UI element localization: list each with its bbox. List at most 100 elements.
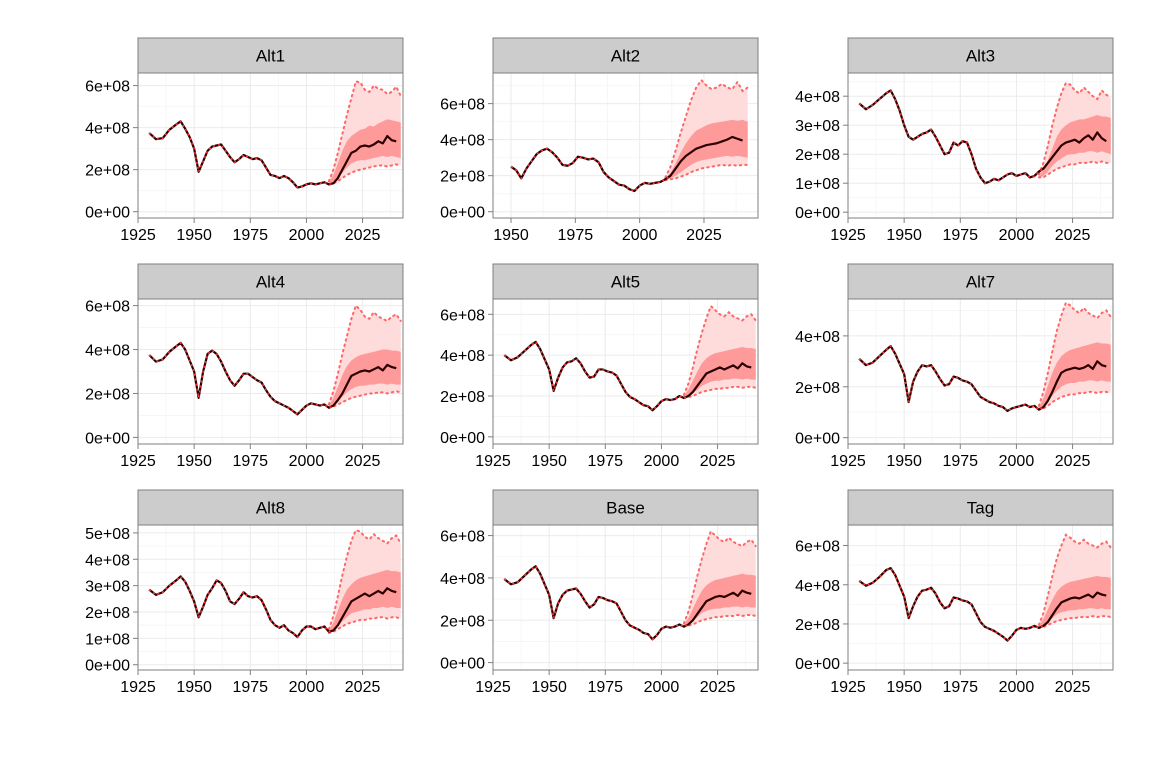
panel-alt8-x-tick-label: 2000: [289, 679, 325, 696]
panel-alt4-x-tick-label: 1925: [120, 453, 156, 470]
panel-base-band-inner: [683, 573, 756, 627]
panel-alt5-axes: 1925 1950 1975 2000 2025 0e+00 2e+08 4e+08 6e+08: [440, 307, 735, 470]
panel-tag-x-tick-label: 1925: [830, 679, 866, 696]
panel-alt7-y-tick-label: 4e+08: [795, 329, 840, 346]
panel-alt7-strip-label: Alt7: [966, 273, 995, 292]
panel-alt3-y-tick-label: 0e+00: [795, 205, 840, 222]
panel-tag-band-inner: [1038, 575, 1111, 628]
panel-alt4-y-tick-label: 6e+08: [85, 299, 130, 316]
panel-tag-x-tick-label: 2000: [999, 679, 1035, 696]
panel-alt4-band-inner: [328, 349, 401, 408]
panel-tag-upper-interval-line: [1037, 533, 1112, 626]
panel-alt5-median-line: [503, 340, 752, 412]
panel-alt1-x-tick-label: 2025: [345, 227, 381, 244]
panel-alt3-y-tick-label: 3e+08: [795, 118, 840, 135]
panel-alt2-axes: 1950 1975 2000 2025 0e+00 2e+08 4e+08 6e+08: [440, 97, 722, 244]
panel-alt3-y-tick-label: 1e+08: [795, 176, 840, 193]
panel-alt5-y-tick-label: 4e+08: [440, 348, 485, 365]
panel-alt7-x-tick-label: 1925: [830, 453, 866, 470]
panel-alt4-observed-line: [148, 341, 334, 416]
panel-alt4-y-tick-label: 2e+08: [85, 386, 130, 403]
panel-base-y-tick-label: 2e+08: [440, 613, 485, 630]
panel-alt5-x-tick-label: 1950: [531, 453, 567, 470]
panel-alt4-strip: [137, 263, 404, 300]
panel-tag-x-tick-label: 1950: [886, 679, 922, 696]
panel-base-y-tick-label: 4e+08: [440, 571, 485, 588]
panel-alt2-median-line: [510, 135, 743, 193]
panel-alt2: Alt2 1950 1975 2000 2025 0e+00 2e+08 4e+08 6e+08: [440, 37, 759, 244]
panel-base-upper-interval-line: [682, 529, 757, 625]
panel-tag-lower-interval-line: [1037, 615, 1112, 629]
panel-alt5-strip: [492, 263, 759, 300]
panel-alt5-y-tick-label: 0e+00: [440, 430, 485, 447]
panel-base-x-tick-label: 1975: [587, 679, 623, 696]
panel-alt5-band-inner: [683, 346, 756, 399]
panel-alt2-y-tick-label: 2e+08: [440, 169, 485, 186]
panel-alt2-lower-interval-line: [664, 163, 749, 182]
panel-alt3-axes: 1925 1950 1975 2000 2025 0e+00 1e+08 2e+08 3e+08…: [795, 89, 1090, 244]
panel-alt1-x-tick-label: 1975: [232, 227, 268, 244]
panel-alt1-band-inner: [328, 119, 401, 185]
panel-alt7-lower-interval-line: [1037, 390, 1112, 411]
panel-alt8-band-inner: [328, 569, 401, 634]
panel-alt3-y-tick-label: 4e+08: [795, 89, 840, 106]
panel-alt4-upper-interval-line: [327, 303, 402, 406]
panel-tag: Tag 1925 1950 1975 2000 2025 0e+00 2e+08 4e+08 6e…: [795, 489, 1114, 696]
panel-tag-strip-label: Tag: [967, 499, 994, 518]
panel-base: Base 1925 1950 1975 2000 2025 0e+00 2e+08 4e+08 6…: [440, 489, 759, 696]
panel-base-x-tick-label: 1950: [531, 679, 567, 696]
panel-alt7-x-tick-label: 2025: [1055, 453, 1091, 470]
panel-alt7-x-tick-label: 2000: [999, 453, 1035, 470]
panel-alt5-x-tick-label: 2025: [700, 453, 736, 470]
panel-alt4-y-tick-label: 0e+00: [85, 430, 130, 447]
panel-base-y-tick-label: 0e+00: [440, 656, 485, 673]
panel-alt4-x-tick-label: 2000: [289, 453, 325, 470]
panel-alt7: Alt7 1925 1950 1975 2000 2025 0e+00 2e+08 4e+08: [795, 263, 1114, 470]
panel-alt1-axes: 1925 1950 1975 2000 2025 0e+00 2e+08 4e+08 6e+08: [85, 79, 380, 244]
panel-alt5-observed-line: [503, 340, 689, 412]
panel-alt2-y-tick-label: 0e+00: [440, 205, 485, 222]
panel-alt4-x-tick-label: 2025: [345, 453, 381, 470]
panel-alt7-observed-line: [858, 344, 1044, 412]
panel-alt1-upper-interval-line: [327, 80, 402, 183]
panel-base-strip-label: Base: [606, 499, 645, 518]
panel-alt2-strip-label: Alt2: [611, 47, 640, 66]
panel-alt2-x-tick-label: 1950: [493, 227, 529, 244]
panel-alt5-x-tick-label: 1975: [587, 453, 623, 470]
panel-alt1-x-tick-label: 1925: [120, 227, 156, 244]
panel-alt7-y-tick-label: 2e+08: [795, 380, 840, 397]
panel-alt3-x-tick-label: 2000: [999, 227, 1035, 244]
panel-alt4-strip-label: Alt4: [256, 273, 285, 292]
panel-alt2-x-tick-label: 1975: [558, 227, 594, 244]
panel-tag-x-tick-label: 1975: [942, 679, 978, 696]
panel-alt5-strip-label: Alt5: [611, 273, 640, 292]
panel-alt5: Alt5 1925 1950 1975 2000 2025 0e+00 2e+08 4e+08 6…: [440, 263, 759, 470]
panel-alt8-x-tick-label: 1950: [176, 679, 212, 696]
panel-alt8-x-tick-label: 2025: [345, 679, 381, 696]
panel-alt5-y-tick-label: 6e+08: [440, 307, 485, 324]
panel-alt4-x-tick-label: 1975: [232, 453, 268, 470]
panel-alt7-band-inner: [1038, 342, 1111, 410]
panel-alt3: Alt3 1925 1950 1975 2000 2025 0e+00 1e+08 2e+08 3…: [795, 37, 1114, 244]
panel-alt8-x-tick-label: 1925: [120, 679, 156, 696]
panel-alt1-y-tick-label: 0e+00: [85, 205, 130, 222]
panel-base-axes: 1925 1950 1975 2000 2025 0e+00 2e+08 4e+08 6e+08: [440, 529, 735, 696]
panel-alt5-y-tick-label: 2e+08: [440, 389, 485, 406]
panel-alt8-upper-interval-line: [327, 529, 402, 631]
panel-tag-x-tick-label: 2025: [1055, 679, 1091, 696]
panel-alt7-x-tick-label: 1975: [942, 453, 978, 470]
panel-alt2-x-tick-label: 2000: [622, 227, 658, 244]
panel-alt1-strip: [137, 37, 404, 74]
panel-alt8-y-tick-label: 2e+08: [85, 605, 130, 622]
panel-alt2-upper-interval-line: [664, 78, 749, 179]
panel-alt8: Alt8 1925 1950 1975 2000 2025 0e+00 1e+08 2e+08 3…: [85, 489, 404, 696]
panel-base-x-tick-label: 2025: [700, 679, 736, 696]
panel-alt8-y-tick-label: 3e+08: [85, 579, 130, 596]
panel-alt3-upper-interval-line: [1037, 81, 1112, 176]
panel-alt8-y-tick-label: 1e+08: [85, 631, 130, 648]
panel-alt8-lower-interval-line: [327, 616, 402, 635]
panel-alt4: Alt4 1925 1950 1975 2000 2025 0e+00 2e+08 4e+08 6…: [85, 263, 404, 470]
panel-alt7-upper-interval-line: [1037, 301, 1112, 407]
panel-base-y-tick-label: 6e+08: [440, 529, 485, 546]
